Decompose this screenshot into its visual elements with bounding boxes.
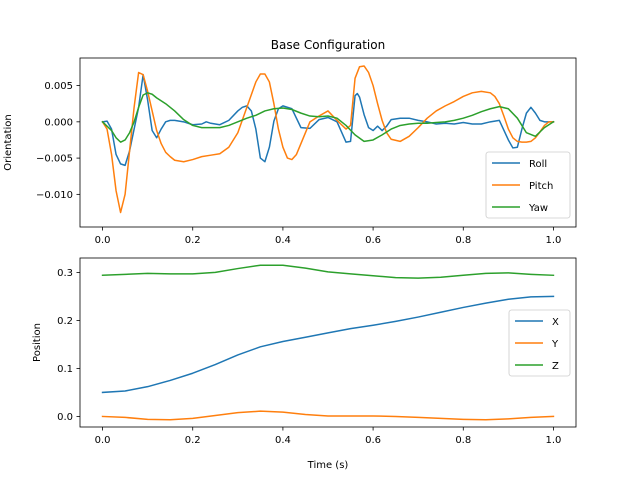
x-tick-label: 0.2	[185, 235, 201, 246]
axes-frame	[79, 57, 577, 228]
series-line-x	[101, 295, 555, 394]
x-tick-label: 0.6	[365, 435, 381, 446]
legend-label-yaw: Yaw	[528, 203, 548, 214]
y-tick-label: −0.005	[36, 154, 73, 165]
legend-label-roll: Roll	[529, 159, 547, 170]
x-axis-label: Time (s)	[307, 460, 349, 471]
y-tick-label: 0.3	[57, 268, 73, 279]
y-tick-label: 0.000	[44, 117, 73, 128]
x-tick-label: 1.0	[546, 435, 562, 446]
figure-title: Base Configuration	[271, 38, 385, 52]
x-tick-label: 0.4	[275, 235, 291, 246]
position-axes: 0.0 0.2 0.4 0.6 0.8 1.0 0.0 0.1 0.2 0.3 Position Ti…	[32, 257, 577, 471]
x-tick-label: 0.8	[455, 235, 471, 246]
legend: XYZ	[508, 309, 571, 377]
y-axis-label: Position	[32, 323, 43, 362]
x-tick-label: 0.0	[95, 235, 111, 246]
y-axis-label: Orientation	[3, 114, 14, 170]
y-tick-label: 0.0	[57, 412, 73, 423]
x-tick-label: 0.2	[185, 435, 201, 446]
series-line-z	[101, 264, 555, 279]
legend-label-pitch: Pitch	[529, 181, 553, 192]
orientation-axes: 0.0 0.2 0.4 0.6 0.8 1.0 −0.010 −0.005 0.000 0.005…	[3, 57, 577, 246]
y-tick-label: 0.1	[57, 364, 73, 375]
y-tick-label: −0.010	[36, 190, 73, 201]
legend-label-x: X	[552, 317, 559, 328]
x-tick-label: 0.6	[365, 235, 381, 246]
x-tick-label: 0.0	[95, 435, 111, 446]
y-tick-label: 0.005	[44, 81, 73, 92]
legend: Roll Pitch Yaw	[485, 151, 571, 219]
axes-frame	[79, 257, 577, 428]
x-tick-label: 1.0	[546, 235, 562, 246]
x-tick-label: 0.4	[275, 435, 291, 446]
y-tick-label: 0.2	[57, 316, 73, 327]
series-line-roll	[101, 73, 555, 167]
legend-box	[485, 151, 571, 219]
legend-label-z: Z	[552, 361, 559, 372]
x-tick-label: 0.8	[455, 435, 471, 446]
series-line-yaw	[101, 92, 555, 143]
series-line-y	[101, 410, 555, 421]
legend-label-y: Y	[551, 339, 559, 350]
